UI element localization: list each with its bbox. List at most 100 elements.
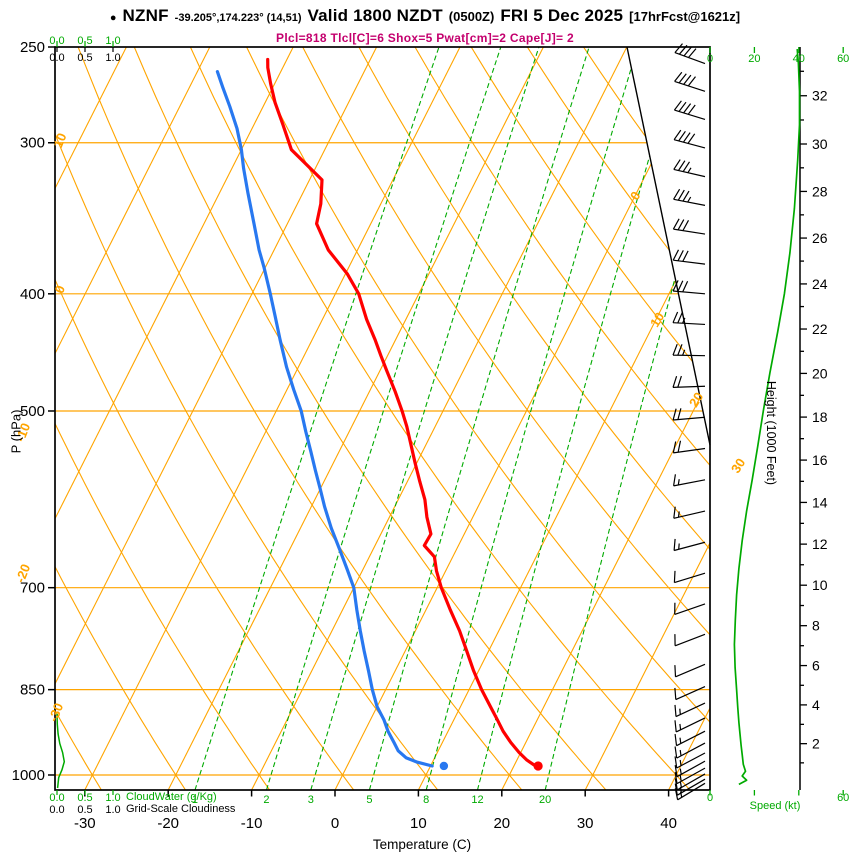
svg-text:-10: -10 xyxy=(12,421,33,444)
svg-text:10: 10 xyxy=(50,131,69,150)
wind-barb xyxy=(672,311,706,326)
svg-text:1.0: 1.0 xyxy=(105,52,120,64)
dry-adiabat xyxy=(246,47,710,790)
svg-text:1000: 1000 xyxy=(12,767,45,784)
svg-text:250: 250 xyxy=(20,39,45,56)
svg-text:0.5: 0.5 xyxy=(77,52,92,64)
svg-text:300: 300 xyxy=(20,135,45,152)
svg-text:0.5: 0.5 xyxy=(77,35,92,47)
valid-time: Valid 1800 NZDT xyxy=(307,6,443,25)
svg-text:400: 400 xyxy=(20,286,45,303)
wind-barb xyxy=(673,188,706,206)
svg-text:20: 20 xyxy=(686,390,706,410)
forecast-info: [17hrFcst@1621z] xyxy=(629,9,741,24)
svg-text:26: 26 xyxy=(812,230,828,246)
wind-barb xyxy=(674,702,706,718)
svg-text:10: 10 xyxy=(647,310,667,330)
mixing-ratio-lines xyxy=(194,47,710,790)
dry-adiabat xyxy=(583,47,710,790)
svg-text:850: 850 xyxy=(20,682,45,699)
wind-barb xyxy=(672,440,706,454)
wind-barb xyxy=(674,782,706,801)
isotherm xyxy=(167,47,544,790)
svg-text:500: 500 xyxy=(20,403,45,420)
temperature-axis-label: Temperature (C) xyxy=(372,837,472,852)
cloudiness-label: Grid-Scale Cloudiness xyxy=(126,803,236,815)
svg-text:0.0: 0.0 xyxy=(49,35,64,47)
svg-text:60: 60 xyxy=(837,53,849,65)
svg-text:28: 28 xyxy=(812,183,828,199)
surface-temp-dot xyxy=(533,761,543,771)
svg-text:40: 40 xyxy=(660,815,677,832)
svg-text:0: 0 xyxy=(627,189,644,203)
cloud-scale-labels: 0.00.00.00.00.50.50.50.51.01.01.01.0 xyxy=(49,35,120,816)
svg-text:-20: -20 xyxy=(157,815,179,832)
isotherm xyxy=(55,47,378,790)
wind-barb xyxy=(674,602,706,615)
wind-barb xyxy=(674,663,706,678)
isotherm xyxy=(55,47,127,790)
wind-barb xyxy=(674,760,706,778)
svg-text:0.0: 0.0 xyxy=(49,792,64,804)
svg-text:8: 8 xyxy=(812,618,820,634)
wind-barb xyxy=(673,570,706,584)
isotherm xyxy=(251,47,628,790)
wind-barb xyxy=(674,717,706,733)
svg-text:14: 14 xyxy=(812,494,828,510)
svg-text:0.5: 0.5 xyxy=(77,804,92,816)
cloudwater-label: CloudWater (g/Kg) xyxy=(126,791,217,803)
svg-text:30: 30 xyxy=(577,815,594,832)
svg-text:30: 30 xyxy=(728,456,748,476)
station-coords: -39.205°,174.223° (14,51) xyxy=(174,12,302,24)
svg-text:-10: -10 xyxy=(241,815,263,832)
svg-text:1: 1 xyxy=(192,794,198,806)
wind-barb xyxy=(674,742,706,759)
surface-dewpoint-dot xyxy=(439,761,449,771)
isotherm xyxy=(417,47,710,790)
isotherm xyxy=(55,47,294,790)
clip-diagonal-line xyxy=(626,46,711,446)
wind-barb xyxy=(673,100,706,121)
wind-barb xyxy=(673,474,706,487)
isotherm xyxy=(55,47,211,790)
svg-text:24: 24 xyxy=(812,276,828,292)
isotherm xyxy=(584,47,710,790)
dewpoint-trace xyxy=(215,70,434,768)
station-id: NZNF xyxy=(122,6,169,25)
svg-text:16: 16 xyxy=(812,452,828,468)
sounding-parameters: Plcl=818 Tlcl[C]=6 Shox=5 Pwat[cm]=2 Cap… xyxy=(276,31,574,45)
pressure-axis-label: P (hPa) xyxy=(8,409,24,454)
svg-text:5: 5 xyxy=(366,794,372,806)
station-bullet-icon: ● xyxy=(109,12,117,24)
svg-text:-30: -30 xyxy=(74,815,96,832)
svg-text:1.0: 1.0 xyxy=(105,792,120,804)
wind-barb xyxy=(672,218,706,235)
wind-barb xyxy=(672,280,706,295)
wind-barb xyxy=(674,685,706,701)
svg-text:30: 30 xyxy=(812,136,828,152)
mixing-ratio-labels: 1 2 3 5 8 12 20 xyxy=(192,794,551,806)
svg-text:20: 20 xyxy=(493,815,510,832)
speed-axis-label: Speed (kt) xyxy=(749,800,801,812)
svg-text:12: 12 xyxy=(812,536,828,552)
svg-text:20: 20 xyxy=(539,794,551,806)
svg-text:12: 12 xyxy=(471,794,483,806)
dry-adiabat xyxy=(55,47,102,790)
wind-speed-curve xyxy=(733,49,801,786)
wind-barb xyxy=(672,408,706,421)
wind-barb xyxy=(674,773,706,791)
svg-text:700: 700 xyxy=(20,580,45,597)
cloudwater-trace xyxy=(56,713,66,789)
valid-zulu: (0500Z) xyxy=(448,9,495,24)
isotherm xyxy=(334,47,710,790)
svg-text:2: 2 xyxy=(812,736,820,752)
dry-adiabat xyxy=(55,47,186,790)
wind-barb xyxy=(674,730,706,747)
svg-text:1.0: 1.0 xyxy=(105,35,120,47)
svg-text:1.0: 1.0 xyxy=(105,804,120,816)
dry-adiabat xyxy=(302,47,710,790)
svg-text:0: 0 xyxy=(707,53,713,65)
